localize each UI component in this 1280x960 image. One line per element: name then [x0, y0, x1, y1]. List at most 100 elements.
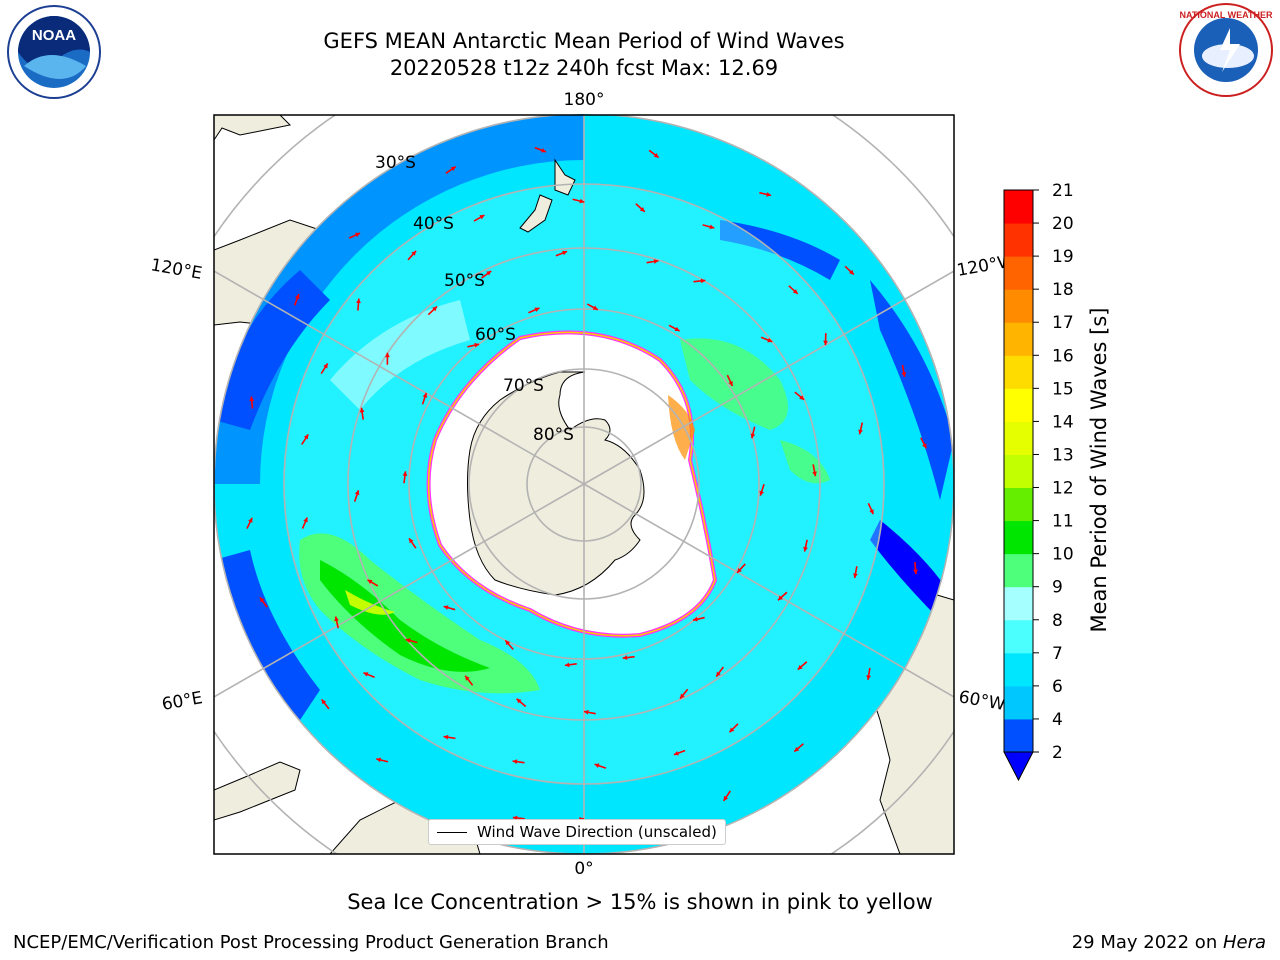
wave-direction-arrowhead: [680, 693, 685, 699]
wave-direction-arrowhead: [505, 640, 511, 646]
wave-direction-arrowhead: [367, 579, 373, 585]
wave-direction-arrowhead: [248, 517, 253, 523]
wave-direction-arrowhead: [409, 538, 414, 544]
wave-direction-arrowhead: [512, 759, 518, 765]
nws-logo: NATIONAL WEATHER: [1179, 3, 1273, 97]
colorbar-segment: [1004, 553, 1033, 588]
colorbar-tick-label: 21: [1052, 181, 1074, 201]
colorbar-segment: [1004, 685, 1033, 720]
wave-direction-arrowhead: [562, 250, 568, 256]
colorbar-extend-arrow: [1003, 751, 1034, 782]
chart-subtitle: 20220528 t12z 240h fcst Max: 12.69: [389, 56, 779, 80]
wave-direction-arrowhead: [653, 153, 659, 158]
colorbar-tick-label: 11: [1052, 512, 1074, 532]
wave-direction-arrowhead: [354, 490, 360, 496]
wave-direction-arrowhead: [653, 259, 659, 264]
wave-direction-arrowhead: [479, 215, 485, 220]
lat-label-50s: 50°S: [444, 271, 485, 291]
colorbar-segment: [1004, 454, 1033, 489]
footer-date: 29 May 2022 on Hera: [1072, 932, 1266, 953]
legend-line-icon: [437, 831, 467, 833]
colorbar-frame: [1003, 189, 1034, 753]
colorbar-tick-label: 8: [1052, 611, 1063, 631]
wave-direction-arrowhead: [709, 224, 715, 230]
wave-direction-arrowhead: [797, 664, 803, 670]
wave-direction-arrowhead: [356, 298, 361, 304]
wave-direction-arrowhead: [901, 372, 907, 377]
colorbar-segment: [1004, 652, 1033, 687]
wave-direction-arrowhead: [766, 192, 772, 197]
footer-machine: Hera: [1222, 932, 1266, 953]
wave-direction-arrowhead: [853, 573, 858, 579]
wave-direction-arrowhead: [799, 395, 805, 400]
colorbar-segment: [1004, 322, 1033, 356]
colorbar-segment: [1004, 520, 1033, 555]
map-frame: [213, 114, 955, 855]
lat-label-40s: 40°S: [413, 214, 454, 234]
lon-label-180: 180°: [564, 90, 605, 110]
colorbar-segment: [1004, 718, 1033, 753]
wave-direction-arrowhead: [849, 269, 854, 275]
wave-direction-arrowhead: [443, 734, 449, 740]
wave-direction-arrowhead: [716, 671, 721, 677]
colorbar-segment: [1004, 487, 1033, 522]
wave-direction-arrowhead: [422, 392, 428, 398]
colorbar-tick-label: 17: [1052, 313, 1074, 333]
wave-direction-arrowhead: [767, 337, 773, 343]
colorbar-tick-label: 13: [1052, 445, 1074, 465]
wave-direction-arrowhead: [737, 567, 742, 573]
wave-direction-arrowhead: [673, 750, 679, 756]
colorbar-tick-label: 18: [1052, 280, 1074, 300]
wave-direction-arrowhead: [869, 509, 874, 515]
wave-direction-arrowhead: [639, 207, 645, 212]
colorbar-tick-label: 15: [1052, 379, 1074, 399]
wave-direction-arrowhead: [432, 306, 438, 312]
colorbar-tick-label: 19: [1052, 247, 1074, 267]
map-legend: Wind Wave Direction (unscaled): [428, 819, 726, 845]
lon-label-120e: 120°E: [149, 255, 203, 284]
wave-direction-arrowhead: [303, 517, 308, 523]
wave-direction-arrowhead: [534, 307, 540, 312]
footer-date-text: 29 May 2022 on: [1071, 932, 1223, 953]
colorbar-label: Mean Period of Wind Waves [s]: [1087, 308, 1111, 633]
lon-label-60w: 60°W: [957, 687, 1007, 715]
lon-label-0: 0°: [574, 859, 593, 879]
colorbar-segment: [1004, 355, 1033, 389]
lat-label-30s: 30°S: [375, 153, 416, 173]
wave-direction-arrowhead: [592, 305, 598, 310]
colorbar-tick-label: 9: [1052, 578, 1063, 598]
wave-direction-arrowhead: [794, 746, 800, 752]
colorbar-segment: [1004, 421, 1033, 455]
wave-direction-arrowhead: [359, 407, 365, 413]
colorbar-segment: [1004, 256, 1033, 290]
land-top-left: [214, 115, 292, 141]
wave-direction-arrowhead: [355, 232, 361, 238]
wave-direction-arrowhead: [803, 546, 808, 552]
wave-direction-arrowhead: [363, 672, 369, 677]
noaa-logo: NOAA: [7, 5, 101, 99]
wave-direction-arrowhead: [402, 471, 408, 476]
lat-label-80s: 80°S: [533, 425, 574, 445]
wave-direction-arrowhead: [728, 381, 733, 387]
colorbar-segment: [1004, 289, 1033, 323]
wave-direction-arrowhead: [323, 363, 328, 369]
wave-direction-arrowhead: [622, 655, 628, 661]
wave-direction-arrowhead: [321, 699, 327, 705]
wave-direction-arrowhead: [443, 605, 449, 610]
wave-direction-arrowhead: [450, 166, 456, 172]
wave-direction-arrowhead: [411, 250, 417, 256]
wave-direction-arrowhead: [334, 616, 339, 622]
colorbar-segment: [1004, 586, 1033, 621]
wave-direction-arrowhead: [866, 675, 872, 680]
green-patch: [299, 533, 540, 694]
wave-direction-arrowhead: [385, 352, 390, 358]
colorbar-tick-label: 20: [1052, 214, 1074, 234]
colorbar-tick-label: 12: [1052, 479, 1074, 499]
colorbar-tick-label: 7: [1052, 644, 1063, 664]
wave-direction-arrowhead: [465, 675, 470, 681]
svg-text:NATIONAL WEATHER: NATIONAL WEATHER: [1180, 10, 1273, 20]
wave-direction-arrowhead: [792, 289, 798, 294]
footer-organization: NCEP/EMC/Verification Post Processing Pr…: [13, 932, 609, 953]
wave-direction-arrowhead: [823, 340, 828, 346]
wave-direction-arrowhead: [486, 270, 492, 276]
